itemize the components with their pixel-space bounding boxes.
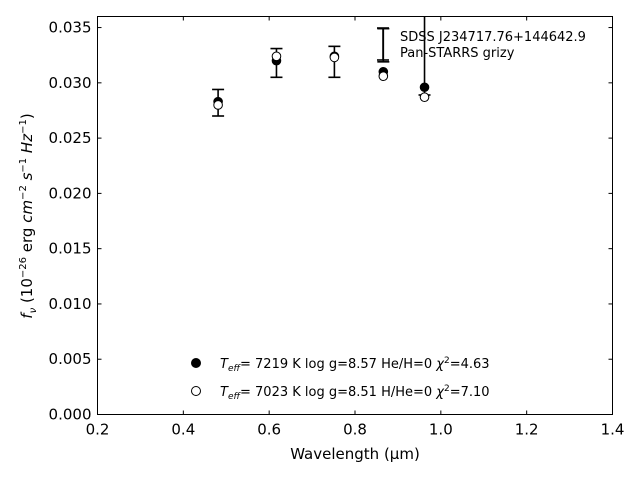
y-tick-label: 0.030 (49, 74, 92, 92)
y-axis-label: fν (10−26 erg cm−2 s−1 Hz−1) (18, 113, 39, 318)
legend-model-1-label: Teff= 7219 K log g=8.57 He/H=0 χ2=4.63 (220, 356, 490, 374)
y-tick-label: 0.025 (49, 129, 92, 147)
axis-ticks: 0.2 0.4 0.6 0.8 1.0 1.2 1.4 0.000 0.005 0.010 0.01… (49, 16, 625, 439)
legend-models: Teff= 7219 K log g=8.57 He/H=0 χ2=4.63 T… (191, 356, 490, 402)
x-tick-label: 0.8 (343, 421, 367, 439)
legend-observed-label-2: Pan-STARRS grizy (400, 46, 515, 61)
x-tick-label: 1.0 (429, 421, 453, 439)
x-axis-label: Wavelength (μm) (290, 445, 420, 463)
y-tick-label: 0.005 (49, 350, 92, 368)
y-tick-label: 0.000 (49, 406, 92, 424)
model-point-open (378, 71, 389, 81)
x-tick-label: 1.2 (515, 421, 539, 439)
legend-observed-label-1: SDSS J234717.76+144642.9 (400, 30, 586, 45)
y-tick-label: 0.010 (49, 295, 92, 313)
legend-observed: SDSS J234717.76+144642.9 Pan-STARRS griz… (377, 27, 586, 61)
x-tick-label: 0.2 (86, 421, 110, 439)
y-tick-label: 0.015 (49, 240, 92, 258)
legend-marker-filled-circle (191, 358, 201, 368)
model-point-open (419, 92, 430, 103)
plot-marks (212, 16, 431, 117)
legend-marker-open-circle (191, 386, 201, 396)
x-tick-label: 0.6 (257, 421, 281, 439)
model-point-open (271, 51, 282, 62)
model-point-filled (419, 82, 430, 93)
x-tick-label: 1.4 (601, 421, 625, 439)
x-tick-label: 0.4 (171, 421, 195, 439)
plot-frame (97, 16, 613, 415)
legend-model-2-label: Teff= 7023 K log g=8.51 H/He=0 χ2=7.10 (220, 384, 490, 402)
y-tick-label: 0.020 (49, 184, 92, 202)
y-tick-label: 0.035 (49, 19, 92, 37)
model-point-open (213, 100, 223, 110)
model-point-open (329, 52, 340, 63)
